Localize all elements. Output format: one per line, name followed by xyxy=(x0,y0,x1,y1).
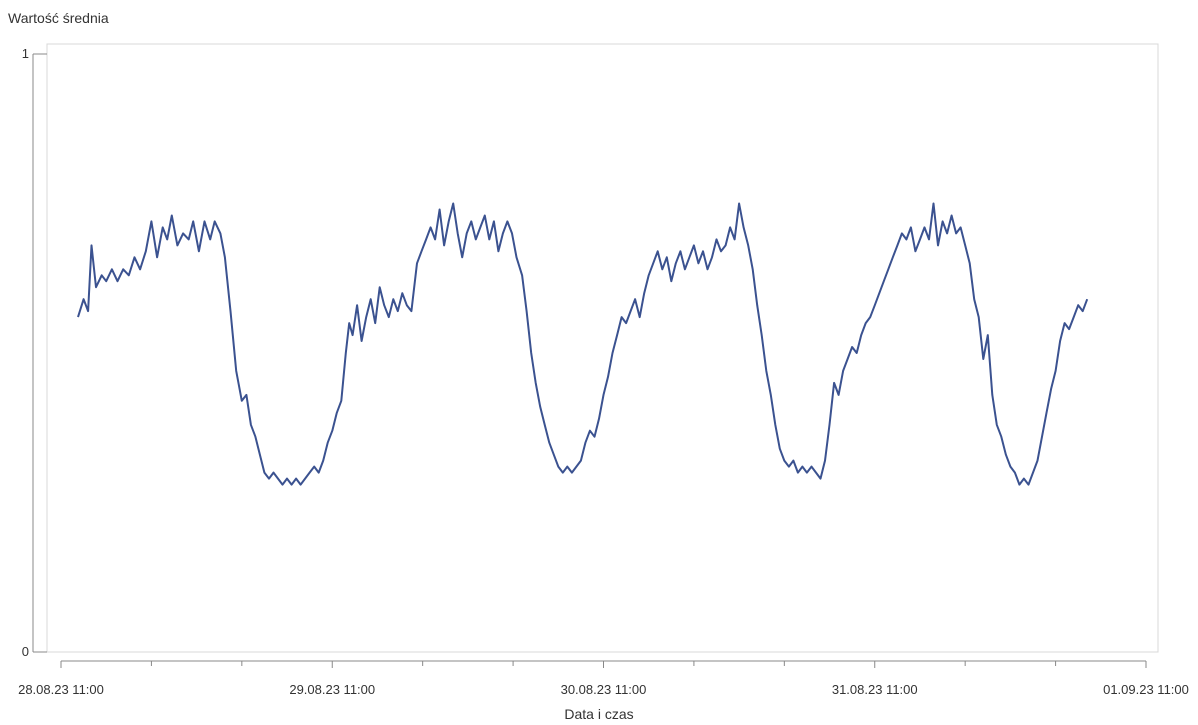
x-axis-label: Data i czas xyxy=(564,706,634,722)
x-axis: 28.08.23 11:00 29.08.23 11:00 30.08.23 11:… xyxy=(18,660,1189,697)
plot-frame xyxy=(46,43,1159,653)
series-line xyxy=(77,202,1089,486)
x-tick-label: 01.09.23 11:00 xyxy=(1103,682,1189,697)
y-axis: 01 xyxy=(22,46,47,659)
x-tick-label: 29.08.23 11:00 xyxy=(289,682,375,697)
y-tick-label: 1 xyxy=(22,46,29,61)
y-axis-label: Wartość średnia xyxy=(8,10,109,26)
x-tick-label: 30.08.23 11:00 xyxy=(561,682,647,697)
x-tick-label: 31.08.23 11:00 xyxy=(832,682,918,697)
y-tick-label: 0 xyxy=(22,644,29,659)
x-tick-label: 28.08.23 11:00 xyxy=(18,682,104,697)
